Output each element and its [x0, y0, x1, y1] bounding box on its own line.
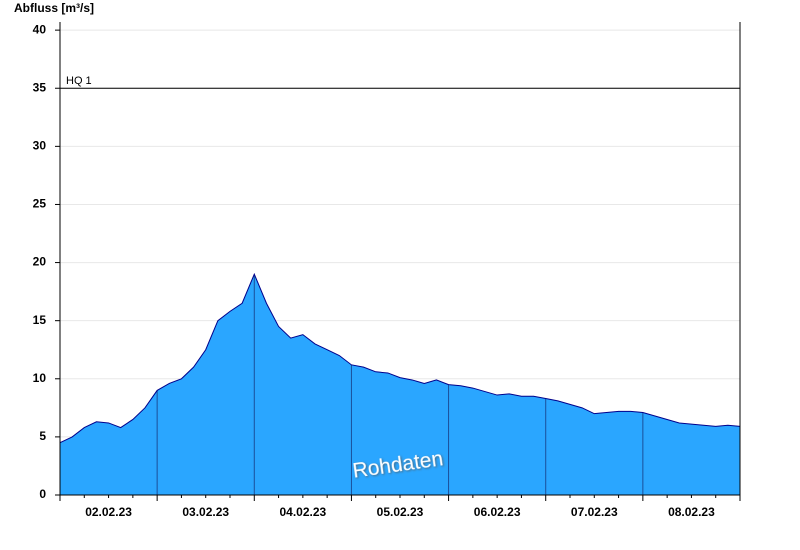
y-tick-label: 35 — [33, 80, 47, 94]
y-tick-label: 25 — [33, 197, 47, 211]
y-tick-label: 15 — [33, 313, 47, 327]
y-tick-label: 40 — [33, 22, 47, 36]
x-tick-label: 07.02.23 — [571, 505, 618, 519]
y-tick-label: 30 — [33, 139, 47, 153]
y-tick-label: 0 — [39, 487, 46, 501]
x-tick-label: 06.02.23 — [474, 505, 521, 519]
x-tick-label: 02.02.23 — [85, 505, 132, 519]
threshold-label: HQ 1 — [66, 75, 92, 87]
area — [60, 274, 740, 495]
y-tick-label: 20 — [33, 255, 47, 269]
x-tick-label: 05.02.23 — [377, 505, 424, 519]
x-tick-label: 04.02.23 — [279, 505, 326, 519]
x-tick-label: 08.02.23 — [668, 505, 715, 519]
line — [59, 272, 741, 444]
day-lines — [156, 274, 644, 495]
y-tick-label: 5 — [39, 429, 46, 443]
x-tick-label: 03.02.23 — [182, 505, 229, 519]
y-axis-label: Abfluss [m³/s] — [14, 1, 94, 15]
y-tick-label: 10 — [33, 371, 47, 385]
